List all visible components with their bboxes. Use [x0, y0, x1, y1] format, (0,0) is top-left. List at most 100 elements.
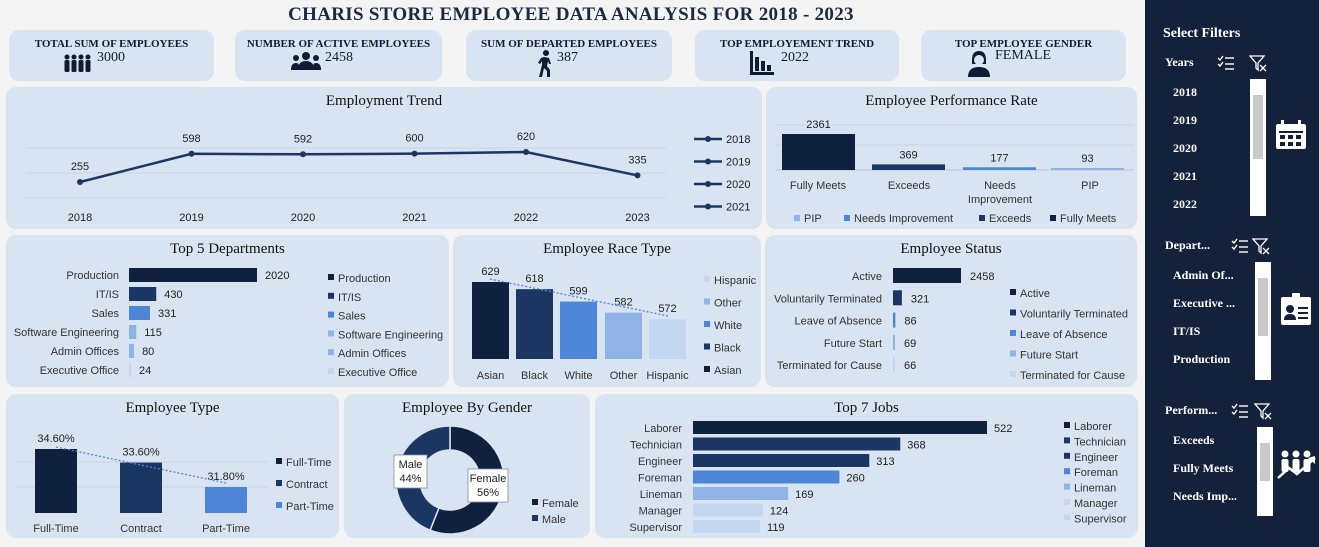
- legend-marker: [794, 215, 800, 221]
- legend-marker: [704, 298, 710, 305]
- legend-marker: [1010, 309, 1016, 316]
- data-label: 598: [182, 133, 200, 145]
- slicer-item-department[interactable]: Admin Of...: [1173, 268, 1234, 282]
- bar: [649, 319, 686, 359]
- slicer-item-department[interactable]: IT/IS: [1173, 324, 1201, 338]
- data-label: 331: [158, 308, 176, 320]
- y-tick-label: Leave of Absence: [795, 316, 882, 328]
- y-tick-label: Executive Office: [40, 365, 119, 377]
- y-tick-label: Production: [66, 270, 119, 282]
- slicer-item-year[interactable]: 2021: [1173, 169, 1197, 183]
- data-label: 321: [911, 293, 929, 305]
- y-tick-label: Foreman: [638, 473, 682, 485]
- scroll-thumb[interactable]: [1258, 278, 1268, 336]
- slicer-item-department[interactable]: Production: [1173, 352, 1231, 366]
- bar: [963, 167, 1036, 170]
- kpi-label: TOTAL SUM OF EMPLOYEES: [34, 38, 189, 50]
- x-tick-label: Asian: [477, 370, 505, 382]
- slicer-header-years: Years: [1165, 55, 1194, 69]
- legend-label: Manager: [1074, 498, 1118, 510]
- legend-label: Contract: [286, 479, 328, 491]
- x-tick-label: 2018: [68, 212, 92, 224]
- scroll-thumb[interactable]: [1253, 95, 1263, 159]
- data-label: 2361: [806, 119, 830, 131]
- multi-select-icon[interactable]: [1231, 238, 1249, 254]
- bar: [693, 487, 789, 500]
- scroll-thumb[interactable]: [1260, 443, 1270, 481]
- data-label: 56%: [477, 487, 499, 499]
- slicer-item-performance[interactable]: Needs Imp...: [1173, 489, 1238, 503]
- gender-title: Employee By Gender: [402, 400, 532, 416]
- kpi-label: TOP EMPLOYEMENT TREND: [719, 38, 875, 50]
- legend-label: Fully Meets: [1060, 213, 1117, 225]
- bar: [35, 449, 77, 513]
- performance-scrollbar[interactable]: [1257, 427, 1273, 516]
- trend-point: [300, 151, 306, 158]
- slicer-header-department: Depart...: [1165, 238, 1210, 252]
- data-label: 620: [517, 131, 535, 143]
- bar: [605, 312, 642, 359]
- bar: [129, 268, 257, 282]
- legend-label: Active: [1020, 288, 1050, 300]
- slicer-item-year[interactable]: 2022: [1173, 197, 1197, 211]
- employee-status-panel: Employee Status Active 2458 Voluntarily Te…: [765, 235, 1137, 387]
- active-employees-icon: [291, 52, 321, 70]
- bar: [129, 325, 137, 339]
- top-jobs-title: Top 7 Jobs: [834, 400, 899, 416]
- legend-label: Supervisor: [1074, 513, 1127, 525]
- data-label: 599: [569, 286, 587, 298]
- race-type-title: Employee Race Type: [543, 241, 671, 257]
- data-label: 66: [904, 360, 916, 372]
- slicer-item-performance[interactable]: Exceeds: [1173, 433, 1215, 447]
- x-tick-label: Black: [521, 370, 548, 382]
- bar: [129, 344, 135, 358]
- multi-select-icon[interactable]: [1217, 55, 1235, 71]
- slicer-item-year[interactable]: 2019: [1173, 113, 1197, 127]
- legend-label: Terminated for Cause: [1020, 370, 1125, 382]
- y-tick-label: Software Engineering: [14, 327, 119, 339]
- data-label: 24: [139, 365, 151, 377]
- x-tick-label: Fully Meets: [790, 180, 847, 192]
- legend-label: Executive Office: [338, 367, 417, 379]
- clear-filter-icon[interactable]: [1252, 237, 1270, 255]
- data-label: 2458: [970, 271, 994, 283]
- data-label: 33.60%: [122, 447, 160, 459]
- legend-marker: [1064, 483, 1070, 490]
- performance-rate-title: Employee Performance Rate: [865, 93, 1038, 109]
- data-label: 255: [71, 161, 89, 173]
- years-scrollbar[interactable]: [1250, 79, 1266, 216]
- clear-filter-icon[interactable]: [1254, 402, 1272, 420]
- data-label: 69: [904, 338, 916, 350]
- kpi-value: 2458: [325, 50, 353, 65]
- x-tick-label: Part-Time: [202, 523, 250, 535]
- y-tick-label: Technician: [630, 440, 682, 452]
- slicer-item-year[interactable]: 2018: [1173, 85, 1197, 99]
- walking-person-icon: [538, 50, 551, 77]
- filters-sidebar: Select Filters Years 2018 2019 2020 2021…: [1145, 0, 1319, 547]
- clear-filter-icon[interactable]: [1249, 54, 1267, 72]
- slicer-item-year[interactable]: 2020: [1173, 141, 1197, 155]
- multi-select-icon[interactable]: [1231, 403, 1249, 419]
- legend-label: Foreman: [1074, 467, 1118, 479]
- slicer-item-performance[interactable]: Fully Meets: [1173, 461, 1234, 475]
- bar: [893, 312, 896, 328]
- kpi-value: 2022: [781, 50, 809, 65]
- bar: [693, 454, 870, 467]
- dashboard-title: CHARIS STORE EMPLOYEE DATA ANALYSIS FOR …: [288, 4, 854, 25]
- slicer-item-department[interactable]: Executive ...: [1173, 296, 1235, 310]
- department-scrollbar[interactable]: [1255, 262, 1271, 380]
- data-label: 86: [904, 316, 916, 328]
- kpi-departed-employees: SUM OF DEPARTED EMPLOYEES 387: [466, 30, 672, 81]
- trend-line: [79, 150, 638, 184]
- legend-label: Future Start: [1020, 350, 1078, 362]
- employment-trend-chart: 255 2018 598 2019 592 2020 600 2021 620 2022 335 20…: [26, 131, 750, 224]
- data-label: 115: [144, 327, 162, 339]
- top-departments-chart: Production 2020 IT/IS 430 Sales 331 Software E…: [14, 268, 443, 379]
- employee-type-title: Employee Type: [125, 400, 220, 416]
- bar: [120, 462, 162, 513]
- legend-marker: [276, 480, 282, 486]
- legend-label: Laborer: [1074, 421, 1112, 433]
- bar: [872, 164, 945, 170]
- legend-marker: [1064, 437, 1070, 444]
- id-card-icon: [1281, 293, 1311, 325]
